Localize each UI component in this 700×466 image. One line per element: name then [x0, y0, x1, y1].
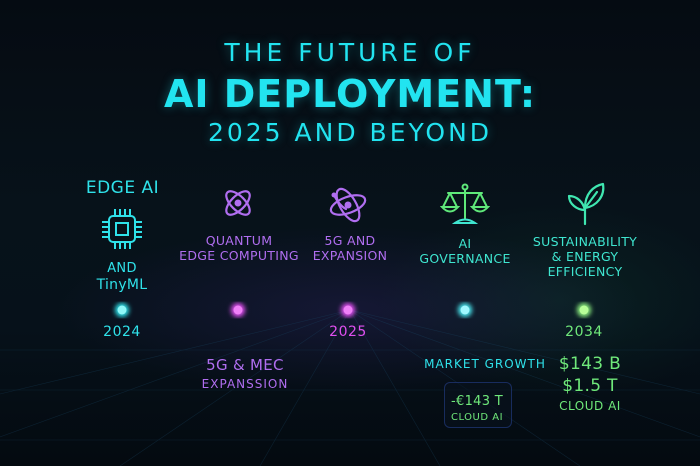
- year-2025: 2025: [329, 324, 367, 340]
- scales-icon: [440, 183, 490, 224]
- label-line: & ENERGY: [551, 249, 619, 264]
- label-line: EXPANSION: [312, 248, 388, 263]
- chip-icon: [102, 209, 142, 249]
- label-line: GOVERNANCE: [419, 251, 511, 266]
- milestone-governance-label: AI GOVERNANCE: [418, 236, 512, 266]
- timeline-line: [10, 303, 690, 317]
- milestone-edge-ai-heading: EDGE AI: [85, 178, 160, 198]
- mec-title: 5G & MEC: [206, 356, 284, 374]
- title-line-3: 2025 AND BEYOND: [207, 118, 493, 147]
- label-line: AI: [458, 236, 472, 251]
- milestone-edge-ai-label: AND TinyML: [72, 260, 172, 294]
- timeline-node: [233, 305, 243, 315]
- year-2034: 2034: [565, 324, 603, 340]
- timeline-node: [117, 305, 127, 315]
- atom-orbit-icon: [329, 187, 367, 223]
- label-line: AND: [107, 261, 137, 276]
- label-line: EDGE COMPUTING: [179, 248, 299, 263]
- title-line-2: AI DEPLOYMENT:: [163, 72, 537, 116]
- title-line-1: THE FUTURE OF: [224, 38, 476, 67]
- milestone-quantum-label: QUANTUM EDGE COMPUTING: [178, 233, 300, 263]
- timeline-node: [460, 305, 470, 315]
- milestone-5g-label: 5G AND EXPANSION: [305, 233, 395, 263]
- label-line: QUANTUM: [205, 233, 273, 248]
- atom-icon: [225, 190, 251, 216]
- leaf-icon: [567, 182, 605, 226]
- market-growth-label: MARKET GROWTH: [424, 357, 546, 371]
- box-value: -€143 T: [451, 394, 503, 409]
- label-line: EFFICIENCY: [547, 264, 623, 279]
- value-1-5t: $1.5 T: [562, 376, 618, 396]
- market-value-box: [444, 382, 512, 428]
- mec-subtitle: EXPANSSION: [201, 377, 289, 391]
- label-line: 5G AND: [324, 233, 376, 248]
- milestone-sustainability-label: SUSTAINABILITY & ENERGY EFFICIENCY: [530, 234, 640, 279]
- box-label: CLOUD AI: [450, 412, 504, 423]
- value-143b: $143 B: [558, 354, 622, 374]
- year-2024: 2024: [103, 324, 141, 340]
- value-label: CLOUD AI: [559, 399, 621, 413]
- label-line: TinyML: [96, 277, 148, 293]
- perspective-grid: [0, 310, 700, 466]
- timeline-node: [343, 305, 353, 315]
- timeline-node: [579, 305, 589, 315]
- label-line: SUSTAINABILITY: [532, 234, 638, 249]
